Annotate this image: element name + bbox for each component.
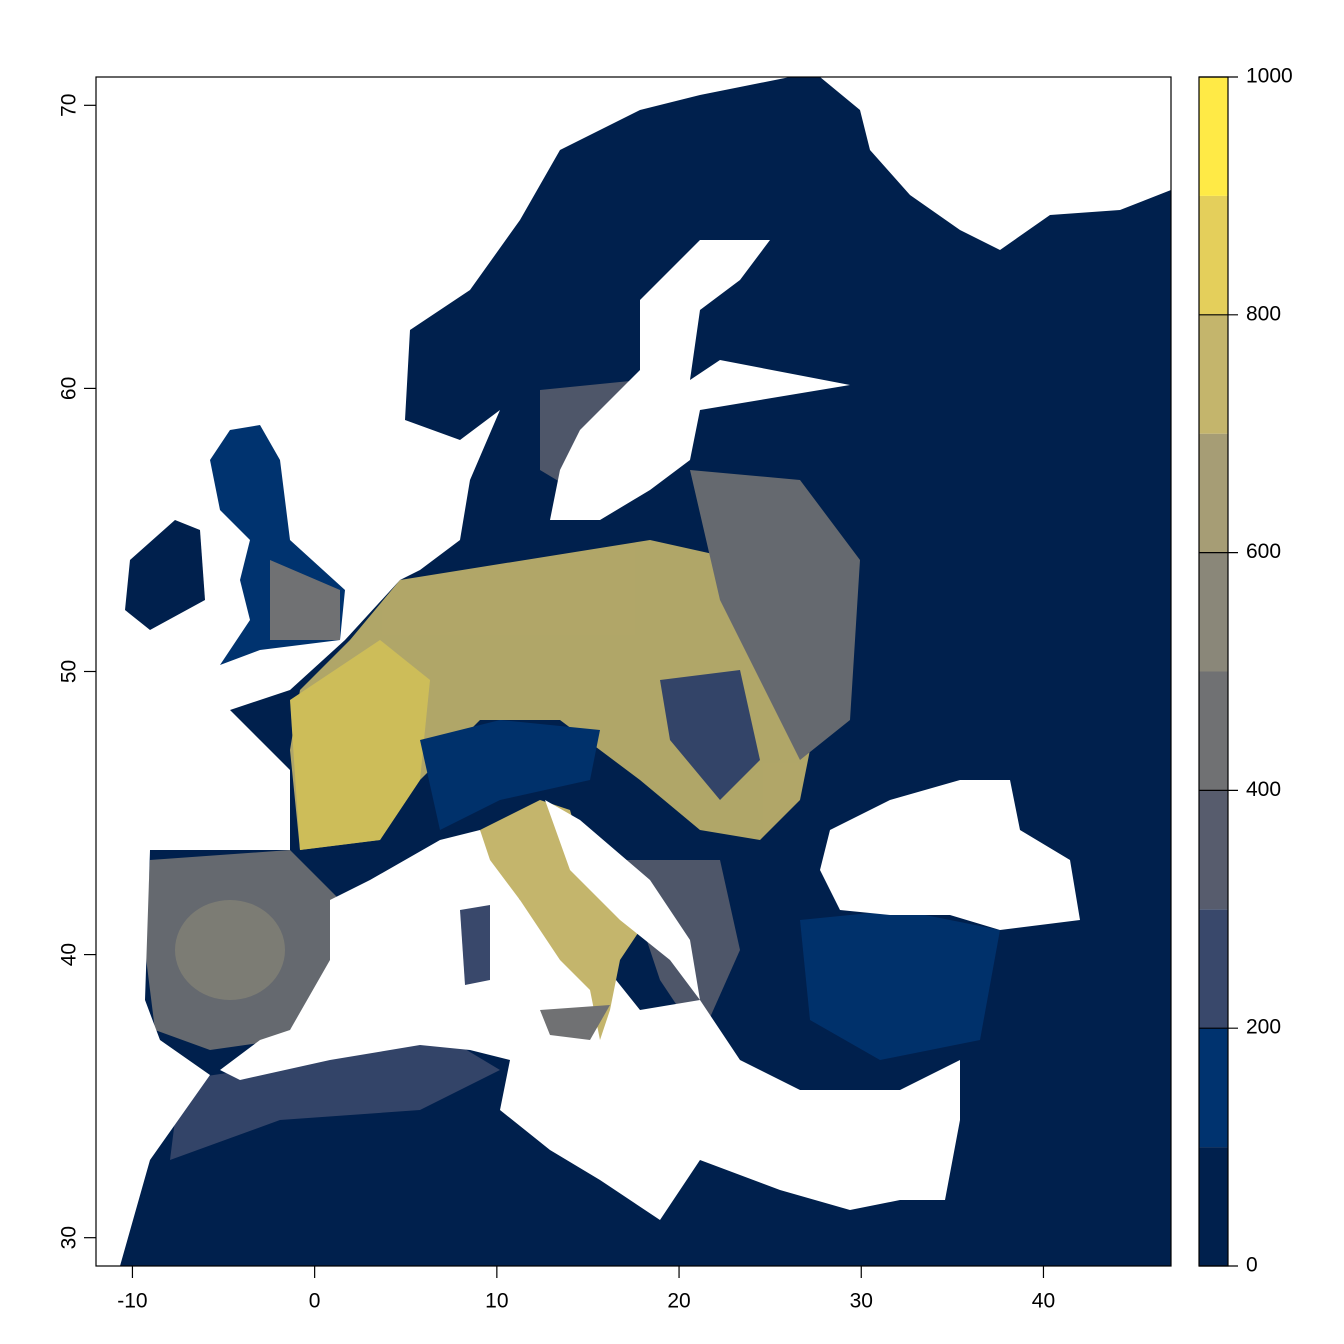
y-tick-label: 60	[58, 377, 81, 400]
y-tick-label: 30	[58, 1226, 81, 1249]
land-overlays	[125, 425, 700, 1040]
colorbar-band	[1199, 1147, 1228, 1266]
y-tick-label: 50	[58, 660, 81, 683]
colorbar-band	[1199, 790, 1228, 910]
colorbar-band	[1199, 433, 1228, 553]
colorbar-band	[1199, 195, 1228, 315]
colorbar-tick-label: 400	[1246, 778, 1281, 801]
x-tick-label: 40	[1032, 1290, 1055, 1313]
colorbar-band	[1199, 909, 1228, 1029]
colorbar-tick-label: 600	[1246, 540, 1281, 563]
y-tick-label: 70	[58, 94, 81, 117]
x-tick-label: -10	[117, 1290, 147, 1313]
colorbar-tick-label: 800	[1246, 302, 1281, 325]
x-tick-label: 20	[667, 1290, 690, 1313]
colorbar-tick-label: 1000	[1246, 65, 1293, 88]
raster-map	[96, 77, 1171, 1266]
x-tick-label: 10	[485, 1290, 508, 1313]
colorbar-band	[1199, 314, 1228, 434]
colorbar-band	[1199, 552, 1228, 672]
colorbar-tick-label: 0	[1246, 1254, 1258, 1277]
colorbar-band	[1199, 1028, 1228, 1148]
colorbar-tick-label: 200	[1246, 1016, 1281, 1039]
x-tick-label: 0	[309, 1290, 321, 1313]
x-tick-label: 30	[850, 1290, 873, 1313]
colorbar-band	[1199, 671, 1228, 791]
colorbar-band	[1199, 77, 1228, 196]
y-tick-label: 40	[58, 943, 81, 966]
